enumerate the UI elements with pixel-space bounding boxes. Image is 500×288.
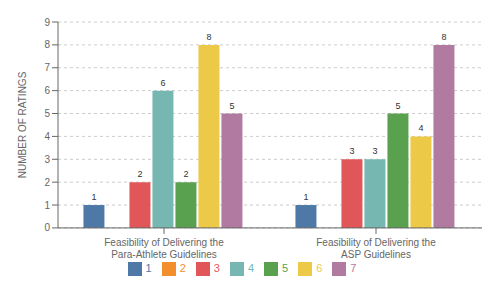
svg-text:3: 3	[372, 146, 377, 156]
svg-text:2: 2	[137, 169, 142, 179]
svg-text:2: 2	[44, 177, 50, 188]
svg-text:6: 6	[160, 78, 165, 88]
html-text:4: 4	[247, 261, 255, 274]
svg-text:0: 0	[44, 222, 50, 233]
svg-text:4: 4	[418, 123, 423, 133]
svg-text:3: 3	[44, 154, 50, 165]
svg-text:5: 5	[395, 101, 400, 111]
svg-text:1: 1	[303, 192, 308, 202]
svg-text:7: 7	[44, 62, 50, 73]
html-text:5: 5	[282, 261, 289, 274]
svg-text:1: 1	[44, 200, 50, 211]
html-text:6: 6	[316, 261, 323, 274]
html-text:7: 7	[350, 261, 357, 274]
svg-text:NUMBER OF RATINGS: NUMBER OF RATINGS	[17, 71, 28, 178]
svg-text:5: 5	[44, 108, 50, 119]
html-text:2: 2	[179, 261, 186, 274]
svg-text:8: 8	[44, 39, 50, 50]
svg-text:1: 1	[91, 192, 96, 202]
svg-text:Feasibility of Delivering theA: Feasibility of Delivering theASP Guideli…	[316, 237, 436, 260]
html-text:3: 3	[213, 261, 220, 274]
svg-text:Feasibility of Delivering theP: Feasibility of Delivering thePara-Athlet…	[104, 237, 224, 260]
svg-text:9: 9	[44, 17, 50, 28]
svg-text:5: 5	[229, 101, 234, 111]
svg-text:8: 8	[206, 32, 211, 42]
svg-text:3: 3	[349, 146, 354, 156]
svg-text:6: 6	[44, 85, 50, 96]
html-text:1: 1	[145, 261, 152, 274]
svg-text:8: 8	[441, 32, 446, 42]
svg-text:2: 2	[183, 169, 188, 179]
svg-text:4: 4	[44, 131, 50, 142]
